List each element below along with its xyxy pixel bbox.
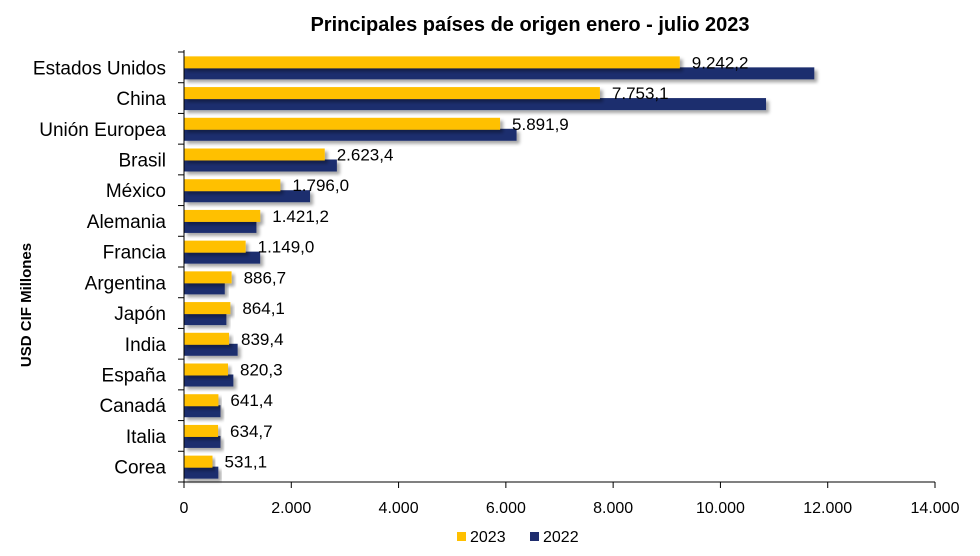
bar-2022 xyxy=(184,251,261,264)
category-label: España xyxy=(102,366,167,387)
bar-2023 xyxy=(184,424,219,437)
bar-2023 xyxy=(184,455,213,468)
bar-2022 xyxy=(184,374,234,387)
data-label: 820,3 xyxy=(240,361,283,380)
x-tick-label: 14.000 xyxy=(911,500,960,517)
category-label: Unión Europea xyxy=(39,120,166,141)
chart-title: Principales países de origen enero - jul… xyxy=(310,14,750,36)
data-label: 1.796,0 xyxy=(292,176,349,195)
bar-2023 xyxy=(184,117,501,130)
category-label: Corea xyxy=(114,458,166,479)
x-tick-label: 10.000 xyxy=(696,500,745,517)
bar-2023 xyxy=(184,394,219,407)
bar-2023 xyxy=(184,332,230,345)
bar-2022 xyxy=(184,220,257,233)
data-label: 5.891,9 xyxy=(512,115,569,134)
bar-2022 xyxy=(184,159,337,172)
x-tick-label: 0 xyxy=(180,500,189,517)
bar-2022 xyxy=(184,435,221,448)
bar-2022 xyxy=(184,98,767,111)
bar-2022 xyxy=(184,282,225,295)
bar-2023 xyxy=(184,240,246,253)
category-label: Japón xyxy=(114,304,166,325)
legend-label-2022: 2022 xyxy=(543,529,579,546)
bar-2022 xyxy=(184,128,517,141)
bar-2023 xyxy=(184,56,680,69)
bar-2022 xyxy=(184,343,238,356)
data-label: 864,1 xyxy=(242,299,285,318)
category-label: Italia xyxy=(126,427,167,448)
bar-2023 xyxy=(184,209,261,222)
category-label: Canadá xyxy=(99,396,166,417)
data-label: 1.149,0 xyxy=(258,238,315,257)
category-label: China xyxy=(116,89,166,110)
data-label: 7.753,1 xyxy=(612,84,669,103)
bar-2023 xyxy=(184,271,232,284)
legend-swatch-2023 xyxy=(457,532,466,541)
data-label: 1.421,2 xyxy=(272,207,329,226)
bar-2022 xyxy=(184,313,227,326)
data-label: 634,7 xyxy=(230,422,273,441)
category-label: Brasil xyxy=(118,151,166,172)
category-label: Argentina xyxy=(85,273,167,294)
x-tick-label: 6.000 xyxy=(486,500,526,517)
bar-2023 xyxy=(184,363,229,376)
bar-2023 xyxy=(184,179,281,192)
bar-2022 xyxy=(184,67,815,80)
bar-2023 xyxy=(184,87,600,100)
x-tick-label: 12.000 xyxy=(803,500,852,517)
category-label: India xyxy=(125,335,167,356)
bar-2022 xyxy=(184,405,221,418)
data-label: 531,1 xyxy=(224,453,267,472)
x-tick-label: 2.000 xyxy=(271,500,311,517)
x-tick-label: 8.000 xyxy=(593,500,633,517)
category-label: Estados Unidos xyxy=(33,58,166,79)
legend-label-2023: 2023 xyxy=(470,529,506,546)
bar-2023 xyxy=(184,302,231,315)
category-label: Alemania xyxy=(87,212,167,233)
x-tick-label: 4.000 xyxy=(379,500,419,517)
data-label: 839,4 xyxy=(241,330,284,349)
data-label: 886,7 xyxy=(244,268,287,287)
legend-swatch-2022 xyxy=(530,532,539,541)
category-label: México xyxy=(106,181,166,202)
data-label: 641,4 xyxy=(230,391,273,410)
bar-2023 xyxy=(184,148,325,161)
data-label: 9.242,2 xyxy=(692,53,749,72)
bar-2022 xyxy=(184,466,219,479)
category-label: Francia xyxy=(103,243,167,264)
data-label: 2.623,4 xyxy=(337,146,394,165)
bar-2022 xyxy=(184,190,311,203)
